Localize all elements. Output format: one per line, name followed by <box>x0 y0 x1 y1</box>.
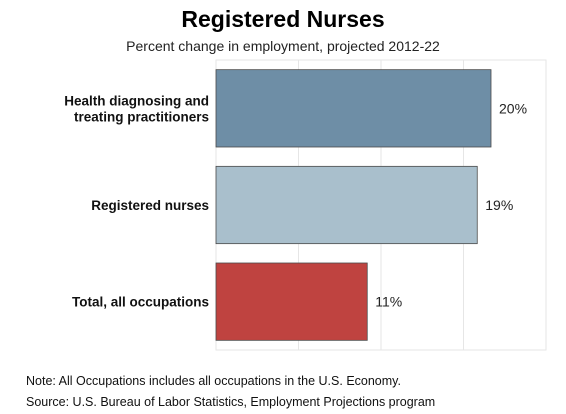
chart-title: Registered Nurses <box>181 6 385 32</box>
chart-subtitle: Percent change in employment, projected … <box>126 38 440 54</box>
bar <box>215 262 368 341</box>
bar <box>215 69 492 148</box>
chart-note: Note: All Occupations includes all occup… <box>26 374 401 388</box>
category-label: Total, all occupations <box>72 295 209 310</box>
data-label: 19% <box>485 197 513 213</box>
data-label: 20% <box>499 100 527 116</box>
category-label: treating practitioners <box>74 109 209 124</box>
data-label: 11% <box>375 294 402 310</box>
category-label: Health diagnosing and <box>64 93 209 108</box>
category-label: Registered nurses <box>91 198 209 213</box>
bar <box>215 165 478 245</box>
chart-source: Source: U.S. Bureau of Labor Statistics,… <box>26 395 436 409</box>
